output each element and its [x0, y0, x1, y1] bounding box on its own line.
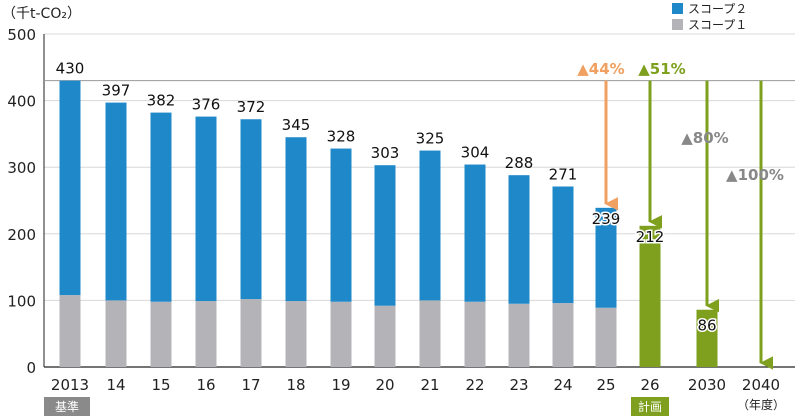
bar-scope1: [595, 307, 617, 367]
data-label: 288: [505, 154, 534, 172]
bar-scope2: [552, 186, 574, 304]
bar-scope2: [285, 137, 307, 302]
bar-scope2: [330, 148, 352, 302]
x-axis-unit-label: （年度）: [737, 397, 785, 412]
legend-label: スコープ１: [688, 18, 747, 32]
bar-scope1: [464, 301, 486, 367]
bar-scope1: [285, 301, 307, 367]
bar-scope2: [419, 150, 441, 301]
bar-scope2: [150, 112, 172, 302]
y-tick-label: 400: [7, 93, 36, 111]
y-tick-label: 300: [7, 159, 36, 177]
y-tick-label: 500: [7, 26, 36, 44]
y-tick-label: 0: [26, 359, 36, 377]
data-label: 372: [237, 98, 266, 116]
bar-scope1: [195, 301, 217, 367]
bar-scope1: [508, 303, 530, 367]
bar-scope2: [464, 164, 486, 302]
data-label: 304: [461, 144, 490, 162]
legend-swatch: [672, 3, 683, 14]
bar-scope1: [330, 301, 352, 367]
x-tick-label: 26: [640, 376, 659, 394]
y-axis-unit-label: （千t-CO₂）: [2, 6, 81, 22]
labels: ▲44% ▲51% ▲80% ▲100% 430 397 382 376 372 345 328 30…: [44, 60, 785, 416]
x-tick-label: 21: [420, 376, 439, 394]
badge-background: [44, 397, 90, 416]
bar-scope1: [150, 301, 172, 367]
data-label: 212: [636, 228, 665, 246]
bar-scope2: [508, 175, 530, 304]
x-tick-label: 25: [596, 376, 615, 394]
x-tick-label: 19: [331, 376, 350, 394]
bar-scope2: [240, 119, 262, 300]
reduction-label: ▲100%: [726, 166, 784, 184]
data-label: 271: [549, 166, 578, 184]
bar-scope2: [105, 102, 127, 301]
x-tick-label: 16: [196, 376, 215, 394]
data-label: 376: [192, 96, 221, 114]
data-label: 345: [282, 116, 311, 134]
bar-scope1: [374, 305, 396, 367]
legend: スコープ２ スコープ１: [672, 2, 747, 32]
x-tick-label: 15: [151, 376, 170, 394]
bars: [59, 80, 718, 367]
data-label: 382: [147, 92, 176, 110]
badge-label: 基準: [55, 399, 79, 414]
data-label: 430: [56, 60, 85, 78]
y-tick-label: 100: [7, 292, 36, 310]
badge-background: [631, 397, 669, 416]
bar-scope1: [240, 299, 262, 367]
badge-label: 計画: [638, 399, 662, 414]
bar-scope1: [552, 303, 574, 367]
x-tick-label: 23: [509, 376, 528, 394]
reduction-label: ▲80%: [681, 129, 728, 147]
bar-scope2: [374, 165, 396, 306]
data-label: 328: [327, 128, 356, 146]
x-tick-label: 22: [465, 376, 484, 394]
bar-scope2: [59, 80, 81, 296]
data-label: 303: [371, 144, 400, 162]
bar-scope2: [195, 116, 217, 302]
x-tick-label: 24: [553, 376, 572, 394]
reduction-label: ▲44%: [577, 60, 624, 78]
bar-scope1: [105, 300, 127, 367]
x-tick-label: 2040: [742, 376, 780, 394]
x-tick-label: 14: [106, 376, 125, 394]
y-tick-label: 200: [7, 226, 36, 244]
legend-label: スコープ２: [688, 2, 747, 16]
data-label: 397: [102, 82, 131, 100]
x-tick-label: 18: [286, 376, 305, 394]
bar-target: [639, 225, 661, 367]
x-tick-label: 2013: [51, 376, 89, 394]
bar-scope1: [419, 300, 441, 367]
bar-scope2: [595, 207, 617, 308]
x-tick-label: 2030: [688, 376, 726, 394]
data-label: 325: [416, 130, 445, 148]
x-tick-label: 17: [241, 376, 260, 394]
bar-scope1: [59, 295, 81, 367]
data-label: 86: [697, 317, 716, 335]
reduction-label: ▲51%: [638, 60, 685, 78]
data-label: 239: [592, 210, 621, 228]
bar-target: [696, 309, 718, 367]
x-tick-label: 20: [375, 376, 394, 394]
legend-swatch: [672, 19, 683, 30]
reduction-arrows: [604, 80, 774, 370]
